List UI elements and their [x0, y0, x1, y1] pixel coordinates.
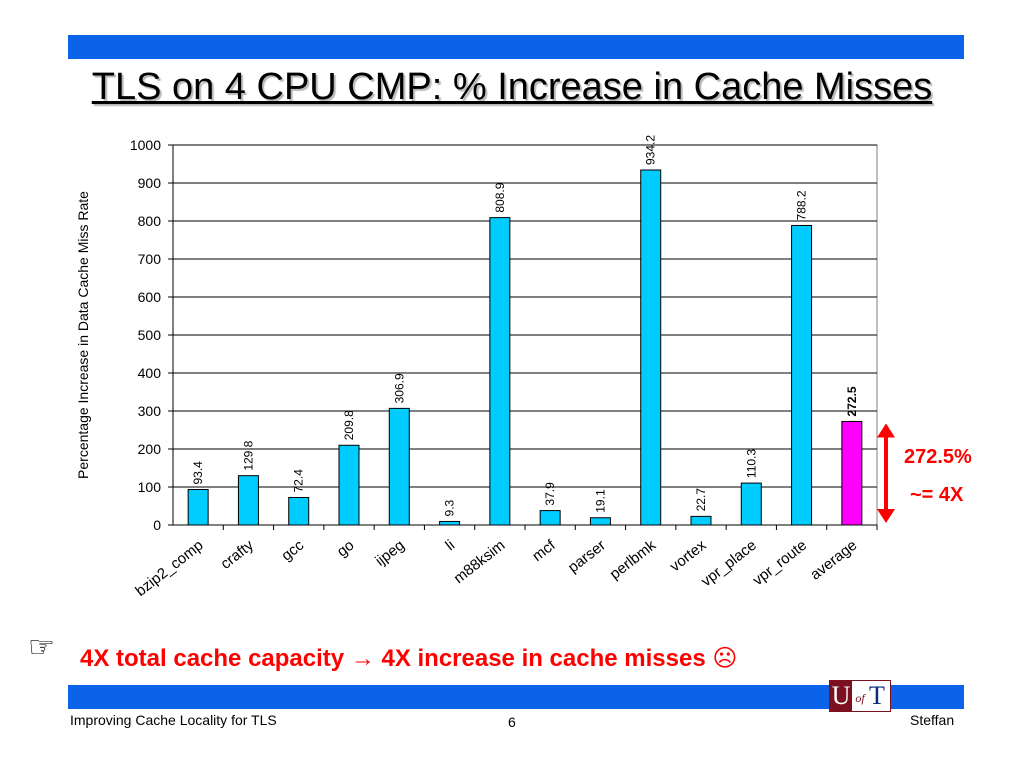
- page-number: 6: [508, 714, 516, 730]
- bar-mcf: [539, 510, 561, 526]
- y-tick-label: 700: [138, 251, 162, 267]
- category-label-crafty: crafty: [218, 536, 258, 572]
- bar-gcc: [288, 496, 310, 526]
- data-label-crafty: 129.8: [241, 440, 255, 470]
- y-tick-label: 800: [138, 213, 162, 229]
- category-label-vpr_place: vpr_place: [698, 537, 760, 590]
- page-title: TLS on 4 CPU CMP: % Increase in Cache Mi…: [91, 66, 933, 108]
- y-tick-label: 600: [138, 289, 162, 305]
- category-label-m88ksim: m88ksim: [451, 537, 509, 587]
- footer-title: Improving Cache Locality for TLS: [70, 712, 277, 728]
- category-label-vortex: vortex: [667, 536, 710, 575]
- bar-parser: [589, 517, 611, 526]
- bar-average: [841, 420, 863, 526]
- category-label-average: average: [807, 537, 860, 584]
- bar-vpr_place: [740, 482, 762, 526]
- y-tick-label: 300: [138, 403, 162, 419]
- data-label-go: 209.8: [342, 410, 356, 440]
- footer-author: Steffan: [910, 712, 955, 728]
- logo-t: T: [869, 681, 885, 710]
- category-label-mcf: mcf: [529, 536, 559, 565]
- annotation-percent: 272.5%: [904, 446, 972, 468]
- category-label-perlbmk: perlbmk: [607, 536, 660, 583]
- data-label-mcf: 37.9: [543, 482, 557, 506]
- bullet-text: 4X total cache capacity → 4X increase in…: [80, 645, 738, 672]
- pointing-hand-icon: ☞: [28, 631, 55, 664]
- category-label-bzip2_comp: bzip2_comp: [132, 537, 206, 600]
- category-label-ijpeg: ijpeg: [372, 537, 407, 570]
- top-band: [68, 35, 964, 59]
- y-tick-label: 400: [138, 365, 162, 381]
- bar-bzip2_comp: [187, 489, 209, 526]
- category-label-vpr_route: vpr_route: [750, 537, 810, 589]
- y-tick-label: 500: [138, 327, 162, 343]
- bar-li: [439, 520, 461, 526]
- category-label-li: li: [442, 537, 458, 555]
- annotation-arrow-down-head: [877, 509, 895, 523]
- data-label-li: 9.3: [443, 499, 457, 516]
- category-label-parser: parser: [565, 537, 609, 577]
- annotation-arrow-up-head: [877, 423, 895, 438]
- y-tick-label: 0: [153, 517, 161, 533]
- category-label-gcc: gcc: [278, 536, 307, 564]
- y-tick-label: 100: [138, 479, 162, 495]
- y-tick-label: 200: [138, 441, 162, 457]
- university-logo: U of T: [829, 680, 891, 712]
- data-label-ijpeg: 306.9: [392, 373, 406, 403]
- data-label-parser: 19.1: [593, 489, 607, 513]
- logo-of: of: [855, 691, 865, 705]
- data-label-vpr_route: 788.2: [795, 190, 809, 220]
- bar-go: [338, 444, 360, 526]
- data-label-vpr_place: 110.3: [744, 449, 758, 478]
- data-label-gcc: 72.4: [292, 469, 306, 493]
- bar-vortex: [690, 515, 712, 526]
- y-tick-label: 900: [138, 175, 162, 191]
- bottom-band: [68, 685, 964, 709]
- y-tick-label: 1000: [130, 137, 161, 153]
- data-label-bzip2_comp: 93.4: [191, 461, 205, 485]
- data-label-vortex: 22.7: [694, 488, 708, 512]
- bar-ijpeg: [388, 407, 410, 526]
- bar-crafty: [237, 475, 259, 526]
- logo-u: U: [830, 681, 852, 711]
- data-label-average: 272.5: [845, 386, 859, 416]
- bar-perlbmk: [640, 169, 662, 526]
- bar-m88ksim: [489, 217, 511, 526]
- data-label-perlbmk: 934.2: [644, 135, 658, 165]
- category-label-go: go: [334, 537, 358, 561]
- bar-vpr_route: [791, 224, 813, 526]
- data-label-m88ksim: 808.9: [493, 182, 507, 212]
- y-axis-label: Percentage Increase in Data Cache Miss R…: [75, 191, 91, 479]
- annotation-ratio: ~= 4X: [910, 484, 964, 506]
